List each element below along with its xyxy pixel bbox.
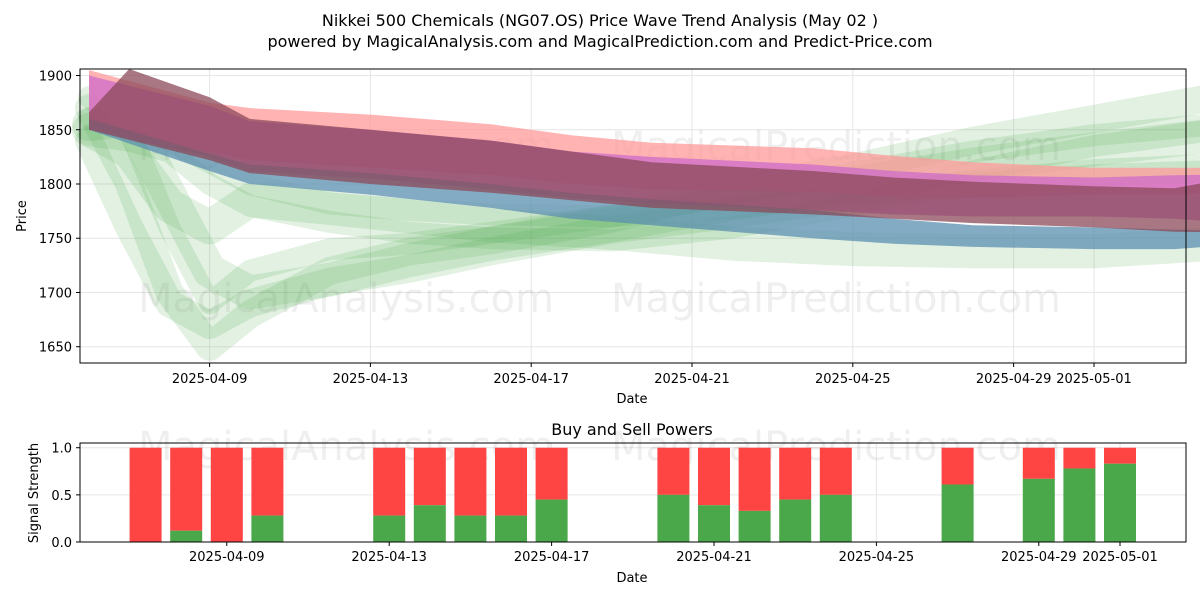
sell-bar bbox=[738, 447, 771, 511]
price-x-tick-label: 2025-04-29 bbox=[976, 372, 1052, 387]
buy-bar bbox=[738, 510, 771, 542]
sell-bar bbox=[413, 447, 446, 506]
sell-bar bbox=[1104, 447, 1136, 464]
price-y-tick-label: 1650 bbox=[39, 341, 72, 356]
price-bands bbox=[72, 69, 1200, 361]
signal-watermarks: MagicalAnalysis.com MagicalPrediction.co… bbox=[138, 424, 1061, 470]
green-wave-1 bbox=[78, 86, 1200, 315]
signal-y-tick-label: 1.0 bbox=[51, 442, 72, 457]
green-wave-2 bbox=[75, 85, 1200, 361]
buy-bar bbox=[495, 515, 527, 542]
price-y-tick-label: 1700 bbox=[39, 286, 72, 301]
green-wave-3 bbox=[72, 101, 1200, 310]
signal-x-tick-label: 2025-04-09 bbox=[189, 550, 265, 565]
price-y-tick-label: 1750 bbox=[39, 232, 72, 247]
signal-plot-frame bbox=[79, 442, 1187, 543]
sell-bar bbox=[535, 447, 568, 500]
buy-bar bbox=[1063, 468, 1096, 542]
sell-bar bbox=[170, 447, 203, 531]
signal-y-axis-label: Signal Strength bbox=[27, 443, 42, 543]
sell-bar bbox=[495, 447, 527, 516]
buy-bar bbox=[698, 505, 730, 542]
price-x-tick-label: 2025-04-17 bbox=[493, 372, 569, 387]
signal-x-tick-label: 2025-04-25 bbox=[839, 550, 915, 565]
price-y-tick-label: 1800 bbox=[39, 178, 72, 193]
sell-bar bbox=[1063, 447, 1096, 469]
buy-sell-plot: Buy and Sell Powers MagicalAnalysis.com … bbox=[27, 420, 1187, 586]
chart-title-line1: Nikkei 500 Chemicals (NG07.OS) Price Wav… bbox=[322, 11, 878, 30]
buy-sell-title: Buy and Sell Powers bbox=[551, 420, 713, 439]
signal-x-tick-label: 2025-05-01 bbox=[1082, 550, 1158, 565]
sell-bar bbox=[779, 447, 812, 500]
price-axes: 1650 1700 1750 1800 1850 1900 2025-04-09 2025-0… bbox=[39, 70, 1132, 387]
sell-bar bbox=[454, 447, 487, 516]
signal-x-tick-label: 2025-04-29 bbox=[1001, 550, 1077, 565]
blue-band bbox=[89, 118, 1200, 250]
sell-bar bbox=[698, 447, 730, 506]
price-y-tick-label: 1850 bbox=[39, 124, 72, 139]
watermark-analysis-mid: MagicalAnalysis.com bbox=[138, 276, 554, 322]
buy-bar bbox=[373, 515, 406, 542]
buy-bar bbox=[657, 494, 690, 542]
sell-bar bbox=[251, 447, 284, 516]
signal-x-tick-label: 2025-04-17 bbox=[514, 550, 590, 565]
buy-bar bbox=[1022, 478, 1055, 542]
buy-bar bbox=[779, 499, 812, 542]
sell-bar bbox=[657, 447, 690, 495]
sell-bar bbox=[210, 447, 243, 542]
price-x-tick-label: 2025-05-01 bbox=[1056, 372, 1132, 387]
watermark-prediction-mid: MagicalPrediction.com bbox=[611, 276, 1061, 322]
green-wave-4 bbox=[78, 120, 1200, 252]
price-x-tick-label: 2025-04-13 bbox=[333, 372, 409, 387]
price-x-tick-label: 2025-04-09 bbox=[172, 372, 248, 387]
dark-band bbox=[89, 69, 1200, 233]
price-x-tick-label: 2025-04-25 bbox=[815, 372, 891, 387]
price-plot-frame bbox=[79, 68, 1187, 364]
buy-bar bbox=[1104, 463, 1136, 542]
price-x-tick-label: 2025-04-21 bbox=[654, 372, 730, 387]
sell-bar bbox=[373, 447, 406, 516]
signal-bars bbox=[129, 447, 1136, 542]
signal-axes: 0.0 0.5 1.0 2025-04-09 2025-04-13 2025-04-17 2… bbox=[51, 442, 1157, 565]
signal-x-axis-label: Date bbox=[616, 571, 647, 586]
chart-title-line2: powered by MagicalAnalysis.com and Magic… bbox=[267, 32, 932, 51]
signal-y-tick-label: 0.0 bbox=[51, 536, 72, 551]
signal-x-tick-label: 2025-04-21 bbox=[676, 550, 752, 565]
price-y-tick-label: 1900 bbox=[39, 70, 72, 85]
price-x-axis-label: Date bbox=[616, 392, 647, 407]
buy-bar bbox=[170, 530, 203, 542]
buy-bar bbox=[941, 484, 974, 542]
signal-y-tick-label: 0.5 bbox=[51, 489, 72, 504]
sell-bar bbox=[819, 447, 852, 495]
buy-bar bbox=[251, 515, 284, 542]
signal-x-tick-label: 2025-04-13 bbox=[351, 550, 427, 565]
sell-bar bbox=[129, 447, 162, 542]
buy-bar bbox=[819, 494, 852, 542]
green-wave-6 bbox=[72, 112, 1200, 269]
price-y-axis-label: Price bbox=[15, 200, 30, 232]
buy-bar bbox=[413, 505, 446, 542]
buy-bar bbox=[454, 515, 487, 542]
buy-bar bbox=[535, 499, 568, 542]
price-wave-plot: MagicalAnalysis.com MagicalPrediction.co… bbox=[15, 68, 1200, 407]
sell-bar bbox=[941, 447, 974, 485]
sell-bar bbox=[1022, 447, 1055, 479]
